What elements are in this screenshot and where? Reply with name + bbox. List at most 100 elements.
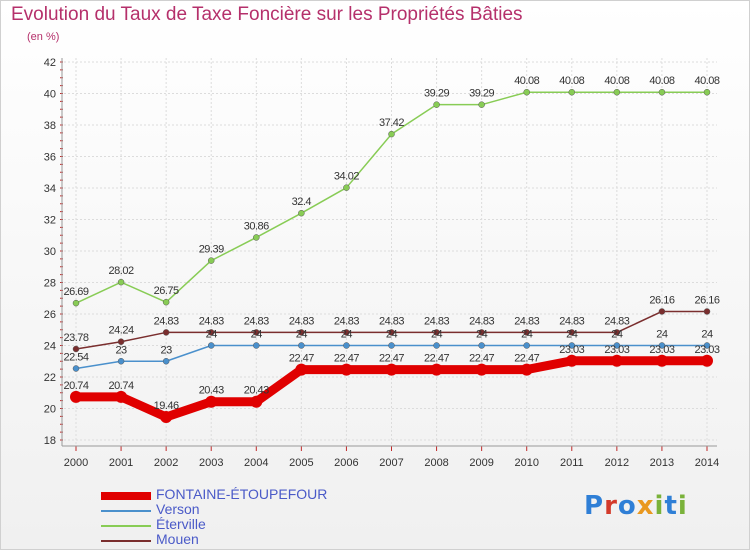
- data-label: 20.74: [63, 380, 88, 392]
- data-point: [613, 342, 621, 349]
- data-label: 37.42: [379, 117, 404, 129]
- data-label: 29.39: [199, 244, 224, 256]
- data-label: 24: [521, 329, 533, 341]
- data-point: [610, 354, 623, 367]
- data-label: 22.47: [514, 353, 539, 365]
- series-lines: [70, 88, 713, 424]
- data-label: 24.83: [469, 315, 494, 327]
- data-label: 28.02: [109, 265, 134, 277]
- data-label: 22.47: [379, 353, 404, 365]
- data-label: 23.78: [63, 332, 88, 344]
- data-point: [117, 338, 125, 345]
- y-tick-label: 20: [44, 404, 56, 416]
- x-tick-label: 2013: [650, 457, 674, 469]
- data-label: 40.08: [604, 75, 629, 87]
- x-tick-label: 2003: [199, 457, 223, 469]
- x-tick-label: 2009: [469, 457, 493, 469]
- data-label: 32.4: [292, 196, 312, 208]
- data-point: [117, 278, 125, 286]
- x-tick-label: 2007: [379, 457, 403, 469]
- data-label: 19.46: [154, 400, 179, 412]
- legend-label: Mouen: [156, 531, 199, 547]
- data-point: [385, 363, 398, 376]
- data-label: 24.83: [604, 315, 629, 327]
- data-label: 22.47: [424, 353, 449, 365]
- data-label: 23.03: [559, 344, 584, 356]
- data-point: [343, 184, 350, 191]
- grid: [64, 58, 717, 446]
- data-point: [162, 358, 170, 365]
- data-label: 24: [611, 329, 623, 341]
- data-point: [565, 354, 578, 367]
- data-point: [207, 329, 215, 336]
- y-tick-label: 22: [44, 372, 56, 384]
- data-label: 24.24: [109, 325, 134, 337]
- legend-label: Verson: [156, 501, 200, 517]
- data-point: [613, 88, 621, 96]
- data-point: [115, 390, 128, 403]
- data-point: [523, 329, 530, 336]
- y-tick-label: 18: [44, 435, 56, 447]
- legend-item: Verson: [101, 501, 421, 518]
- data-point: [160, 411, 173, 424]
- data-point: [703, 88, 711, 96]
- data-label: 24: [476, 329, 488, 341]
- data-point: [658, 88, 666, 96]
- data-point: [298, 209, 305, 217]
- data-point: [340, 363, 353, 376]
- data-label: 24.83: [424, 315, 449, 327]
- data-point: [295, 363, 308, 376]
- data-point: [388, 329, 395, 336]
- data-label: 24.83: [514, 315, 539, 327]
- data-point: [433, 101, 440, 108]
- x-tick-label: 2014: [695, 457, 719, 469]
- data-label: 39.29: [469, 88, 494, 100]
- data-label: 23: [161, 344, 173, 356]
- data-point: [658, 342, 666, 349]
- data-label: 20.43: [199, 385, 224, 397]
- data-label: 22.47: [469, 353, 494, 365]
- proxiti-logo: Proxiti: [584, 491, 688, 521]
- data-point: [162, 329, 170, 336]
- data-point: [253, 342, 260, 349]
- legend-swatch: [101, 525, 151, 527]
- data-label: 26.69: [63, 286, 88, 298]
- data-label: 24: [296, 329, 308, 341]
- data-label: 40.08: [559, 75, 584, 87]
- x-tick-label: 2001: [109, 457, 133, 469]
- data-label: 23.03: [604, 344, 629, 356]
- x-tick-label: 2008: [424, 457, 448, 469]
- data-point: [655, 354, 668, 367]
- data-point: [478, 329, 485, 336]
- data-label: 30.86: [244, 220, 269, 232]
- data-label: 23: [115, 344, 127, 356]
- y-tick-label: 38: [44, 120, 56, 132]
- data-point: [72, 299, 80, 307]
- data-label: 24.83: [199, 315, 224, 327]
- data-point: [568, 342, 576, 349]
- data-point: [117, 358, 125, 365]
- data-point: [478, 342, 485, 349]
- legend-item: FONTAINE-ÉTOUPEFOUR: [101, 486, 421, 503]
- x-tick-label: 2004: [244, 457, 268, 469]
- data-point: [523, 88, 530, 96]
- legend-item: Mouen: [101, 531, 421, 548]
- data-point: [568, 329, 576, 336]
- data-point: [253, 329, 260, 336]
- data-label: 39.29: [424, 88, 449, 100]
- data-label: 24: [386, 329, 398, 341]
- x-tick-label: 2010: [514, 457, 538, 469]
- legend-swatch: [101, 510, 151, 512]
- data-label: 26.16: [649, 294, 674, 306]
- data-point: [433, 329, 440, 336]
- data-point: [298, 329, 305, 336]
- data-label: 40.08: [514, 75, 539, 87]
- data-label: 23.03: [694, 344, 719, 356]
- data-point: [658, 308, 666, 315]
- data-label: 24.83: [379, 315, 404, 327]
- y-tick-label: 36: [44, 152, 56, 164]
- data-point: [568, 88, 576, 96]
- data-point: [72, 345, 80, 353]
- data-point: [475, 363, 488, 376]
